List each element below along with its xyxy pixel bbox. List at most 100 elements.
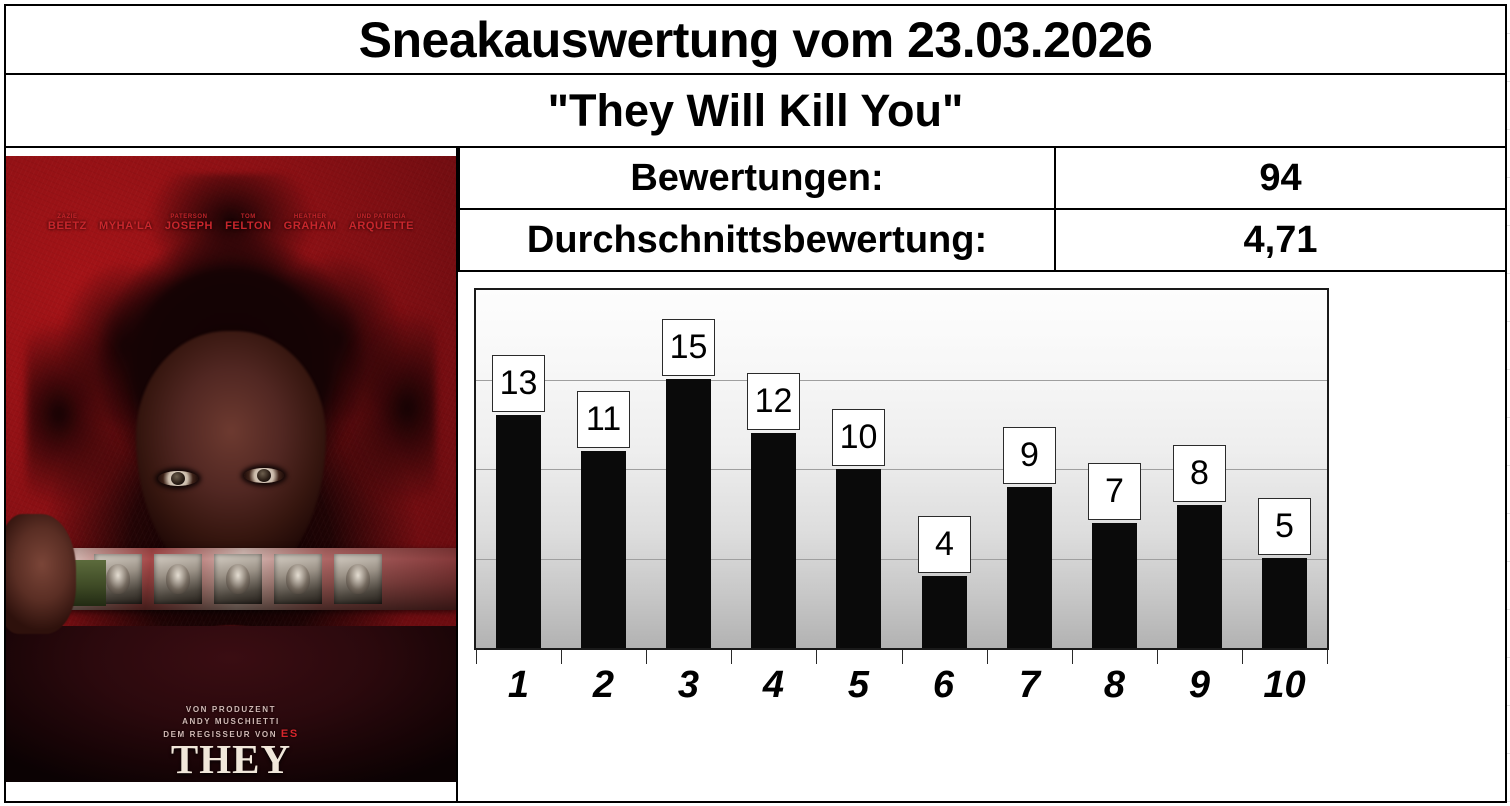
chart-x-tick	[1072, 650, 1073, 664]
chart-x-tick	[902, 650, 903, 664]
poster-cast-last-name: BEETZ	[47, 220, 87, 232]
chart-x-label: 2	[592, 664, 615, 706]
poster-cast-last-name: ARQUETTE	[348, 220, 415, 232]
poster-title-line-1: THEY	[170, 736, 292, 782]
stats-label-average: Durchschnittsbewertung:	[460, 210, 1056, 270]
chart-value-label: 13	[492, 355, 545, 412]
poster-blade-face	[154, 554, 202, 604]
stats-value-ratings: 94	[1259, 156, 1302, 199]
stats-row-ratings: Bewertungen: 94	[458, 148, 1507, 210]
poster-cast-item: MYHA'LA	[99, 214, 153, 232]
chart-bar	[922, 576, 967, 648]
poster-credit-line-2: ANDY MUSCHIETTI	[182, 717, 280, 726]
chart-value-label: 9	[1003, 427, 1056, 484]
chart-x-label: 6	[932, 664, 955, 706]
poster-cast-first-name: TOM	[240, 214, 256, 220]
chart-x-label: 5	[847, 664, 870, 706]
chart-gridline	[476, 380, 1327, 381]
chart-x-tick	[1242, 650, 1243, 664]
chart-x-label: 3	[677, 664, 700, 706]
chart-x-axis	[474, 648, 1329, 650]
chart-x-label: 8	[1103, 664, 1126, 706]
chart-x-label: 7	[1018, 664, 1041, 706]
chart-x-tick	[987, 650, 988, 664]
poster-credit-line-1: VON PRODUZENT	[185, 705, 277, 714]
chart-value-label: 8	[1173, 445, 1226, 502]
chart-x-tick	[646, 650, 647, 664]
chart-value-label: 15	[662, 319, 715, 376]
chart-x-tick	[561, 650, 562, 664]
chart-x-label: 1	[507, 664, 530, 706]
poster-blade-face	[214, 554, 262, 604]
poster-cast-last-name: MYHA'LA	[98, 220, 153, 232]
poster-credit-line-3: DEM REGISSEUR VON	[163, 730, 278, 739]
chart-bar	[836, 469, 881, 648]
poster-cast-first-name	[99, 214, 153, 220]
poster-cast-first-name: UND PATRICIA	[356, 214, 407, 220]
poster-credits: VON PRODUZENT ANDY MUSCHIETTI DEM REGISS…	[6, 704, 456, 741]
chart-x-tick	[1327, 650, 1328, 664]
chart-value-label: 5	[1258, 498, 1311, 555]
chart-bar	[1262, 558, 1307, 648]
poster-eye-left	[158, 471, 198, 486]
page-title: Sneakauswertung vom 23.03.2026	[358, 11, 1153, 68]
poster-title-block: THEY WILL KILL YOU	[6, 736, 456, 782]
chart-bar	[1007, 487, 1052, 648]
movie-title-row: "They Will Kill You"	[4, 75, 1507, 148]
chart-value-label: 7	[1088, 463, 1141, 520]
movie-title: "They Will Kill You"	[547, 85, 964, 136]
poster-shirt	[6, 626, 456, 782]
stats-label-ratings: Bewertungen:	[460, 148, 1056, 208]
chart-x-tick	[476, 650, 477, 664]
poster-cast-item: ZAZIE BEETZ	[48, 214, 87, 232]
poster-eye-right	[244, 468, 284, 483]
chart-x-tick	[731, 650, 732, 664]
poster-cast-last-name: GRAHAM	[283, 220, 337, 232]
poster-cast-item: HEATHER GRAHAM	[284, 214, 337, 232]
poster-credit-es: ES	[280, 728, 299, 740]
chart-gridline	[476, 559, 1327, 560]
stats-row-average: Durchschnittsbewertung: 4,71	[458, 210, 1507, 272]
poster-pupil-right	[257, 469, 271, 482]
poster-title-line-2: WILL	[6, 778, 456, 782]
chart-x-label: 4	[762, 664, 785, 706]
chart-bar	[581, 451, 626, 648]
chart-value-label: 12	[747, 373, 800, 430]
chart-bar	[666, 379, 711, 648]
body-area: ZAZIE BEETZ MYHA'LA PATERSON JOSEPH TOM FELTO…	[4, 148, 1507, 803]
chart-value-label: 4	[918, 516, 971, 573]
poster-cast-last-name: FELTON	[225, 220, 272, 232]
chart-gridline	[476, 469, 1327, 470]
chart-x-label: 10	[1263, 664, 1306, 706]
poster-face	[136, 331, 326, 581]
poster-cast-first-name: PATERSON	[170, 214, 208, 220]
poster-cast-first-name: HEATHER	[293, 214, 327, 220]
poster-cast-names: ZAZIE BEETZ MYHA'LA PATERSON JOSEPH TOM FELTO…	[6, 214, 456, 232]
chart-x-label: 9	[1188, 664, 1211, 706]
chart-value-label: 11	[577, 391, 630, 448]
movie-poster: ZAZIE BEETZ MYHA'LA PATERSON JOSEPH TOM FELTO…	[6, 156, 456, 782]
chart-x-tick	[816, 650, 817, 664]
poster-hand	[6, 514, 76, 634]
chart-bar	[496, 415, 541, 648]
poster-blade-face	[274, 554, 322, 604]
poster-cast-item: UND PATRICIA ARQUETTE	[349, 214, 414, 232]
chart-bar	[1092, 523, 1137, 648]
poster-pupil-left	[171, 472, 185, 485]
poster-cast-last-name: JOSEPH	[164, 220, 214, 232]
poster-cell: ZAZIE BEETZ MYHA'LA PATERSON JOSEPH TOM FELTO…	[4, 148, 458, 803]
stats-table: Bewertungen: 94 Durchschnittsbewertung: …	[458, 148, 1507, 272]
chart-bar	[1177, 505, 1222, 648]
chart-value-label: 10	[832, 409, 885, 466]
page-title-row: Sneakauswertung vom 23.03.2026	[4, 4, 1507, 75]
rating-distribution-chart: 1 13 2 11 3 15 4 12 5 10 6 4 7 9 8 7 9 8 10 5	[458, 272, 1507, 803]
chart-x-tick	[1157, 650, 1158, 664]
chart-plot-area	[474, 288, 1329, 650]
chart-bar	[751, 433, 796, 648]
poster-blade-face	[334, 554, 382, 604]
poster-cast-first-name: ZAZIE	[57, 214, 78, 220]
poster-cast-item: TOM FELTON	[225, 214, 272, 232]
stats-value-average: 4,71	[1243, 218, 1318, 261]
poster-cast-item: PATERSON JOSEPH	[165, 214, 213, 232]
